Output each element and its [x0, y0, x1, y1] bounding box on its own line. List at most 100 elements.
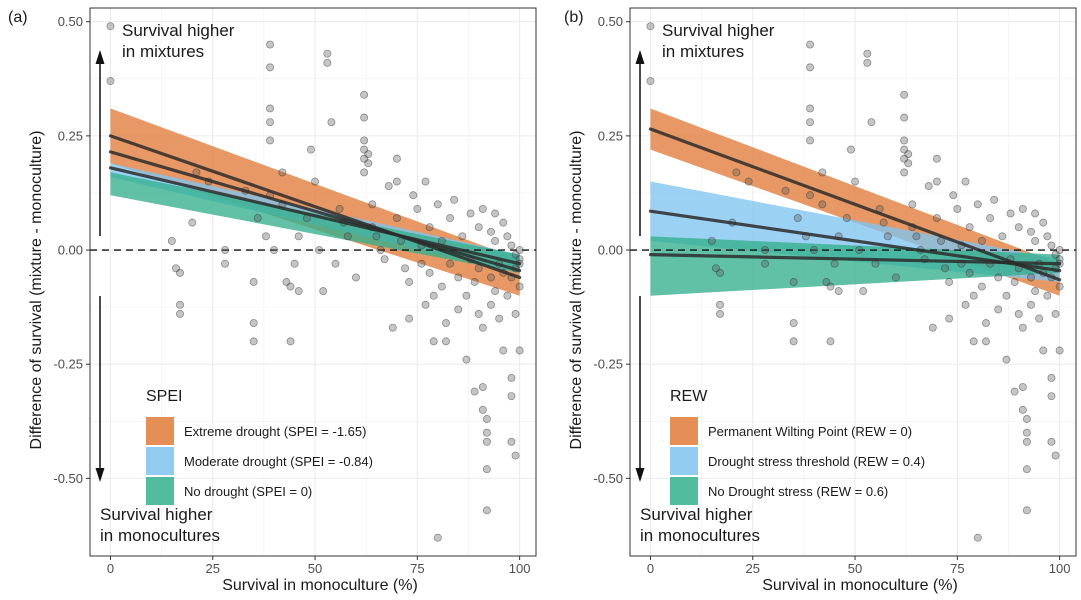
data-point: [806, 136, 814, 145]
data-point: [401, 264, 410, 273]
data-point: [928, 323, 937, 332]
data-point: [290, 259, 299, 268]
data-point: [1022, 428, 1031, 437]
data-points: [646, 22, 1064, 542]
data-point: [176, 268, 184, 277]
data-point: [482, 506, 491, 515]
data-point: [286, 337, 295, 346]
x-axis: 0 25 50 75 100: [647, 556, 1070, 576]
data-point: [998, 232, 1007, 241]
data-point: [249, 319, 258, 328]
data-point: [1055, 346, 1064, 355]
data-point: [1022, 415, 1031, 423]
legend-key-2: [670, 447, 698, 475]
annotation-mixtures: Survival higher in mixtures: [662, 21, 779, 61]
y-tick-label: -0.25: [53, 357, 83, 372]
y-tick-label: -0.50: [53, 471, 83, 486]
data-point: [1055, 282, 1064, 291]
data-point: [900, 136, 909, 145]
data-point: [454, 305, 463, 314]
data-point: [249, 337, 258, 346]
data-point: [511, 451, 520, 460]
data-point: [982, 337, 990, 346]
data-point: [806, 63, 814, 72]
data-point: [421, 177, 430, 186]
data-point: [450, 195, 459, 204]
data-point: [253, 214, 262, 223]
data-point: [1043, 232, 1052, 241]
data-point: [442, 319, 450, 328]
data-point: [294, 287, 303, 296]
data-point: [806, 118, 814, 127]
arrow-down-head: [635, 468, 645, 482]
data-point: [368, 200, 377, 209]
data-point: [1018, 204, 1027, 213]
data-point: [294, 232, 303, 241]
data-point: [503, 232, 512, 241]
fitted-line-3: [648, 253, 1062, 266]
data-point: [834, 287, 843, 296]
data-point: [945, 314, 954, 323]
data-point: [507, 392, 516, 401]
arrow-up-head: [635, 50, 645, 64]
data-point: [343, 232, 352, 241]
data-point: [912, 232, 921, 241]
data-point: [810, 246, 819, 254]
data-point: [973, 533, 982, 542]
data-point: [466, 209, 475, 218]
data-point: [716, 310, 724, 318]
data-point: [462, 291, 471, 300]
data-point: [429, 291, 438, 300]
data-point: [458, 232, 467, 241]
data-point: [433, 533, 442, 542]
data-point: [941, 264, 950, 273]
data-point: [470, 387, 479, 396]
data-point: [266, 136, 274, 145]
data-point: [789, 319, 798, 328]
data-point: [994, 273, 1003, 282]
data-point: [732, 168, 741, 177]
panel-tag: (a): [8, 9, 28, 26]
data-point: [945, 278, 954, 286]
y-tick-label: 0.00: [598, 243, 623, 258]
arrow-down-head: [95, 468, 105, 482]
data-point: [462, 355, 471, 364]
data-point: [990, 195, 999, 204]
data-point: [360, 136, 369, 145]
data-point: [977, 282, 986, 291]
panel-b: (b) Survival in monoculture (%) Differen…: [564, 7, 1077, 594]
data-point: [1039, 346, 1048, 355]
fitted-line-3: [108, 150, 522, 273]
x-tick-label: 50: [308, 561, 322, 576]
data-point: [491, 209, 500, 218]
data-point: [323, 49, 332, 58]
legend-key-3: [146, 477, 174, 505]
data-point: [953, 204, 962, 213]
y-tick-label: -0.25: [593, 357, 623, 372]
data-point: [499, 346, 508, 355]
data-point: [716, 268, 724, 277]
data-point: [503, 291, 512, 300]
data-point: [1018, 405, 1027, 414]
data-point: [806, 40, 814, 49]
legend-label-3: No drought (SPEI = 0): [184, 484, 312, 499]
fitted-lines: [648, 127, 1062, 282]
data-point: [482, 428, 491, 437]
data-point: [507, 373, 516, 382]
data-point: [1031, 209, 1040, 218]
data-point: [470, 278, 479, 286]
data-point: [1027, 300, 1035, 309]
data-points: [106, 22, 524, 542]
data-point: [1018, 323, 1027, 332]
x-tick-label: 100: [509, 561, 531, 576]
data-point: [417, 259, 426, 268]
data-point: [900, 113, 909, 122]
data-point: [863, 49, 872, 58]
data-point: [278, 168, 287, 177]
data-point: [949, 191, 958, 200]
data-point: [1010, 387, 1019, 396]
data-point: [405, 278, 414, 286]
data-point: [1051, 310, 1060, 318]
data-point: [372, 232, 381, 241]
data-point: [961, 177, 970, 186]
